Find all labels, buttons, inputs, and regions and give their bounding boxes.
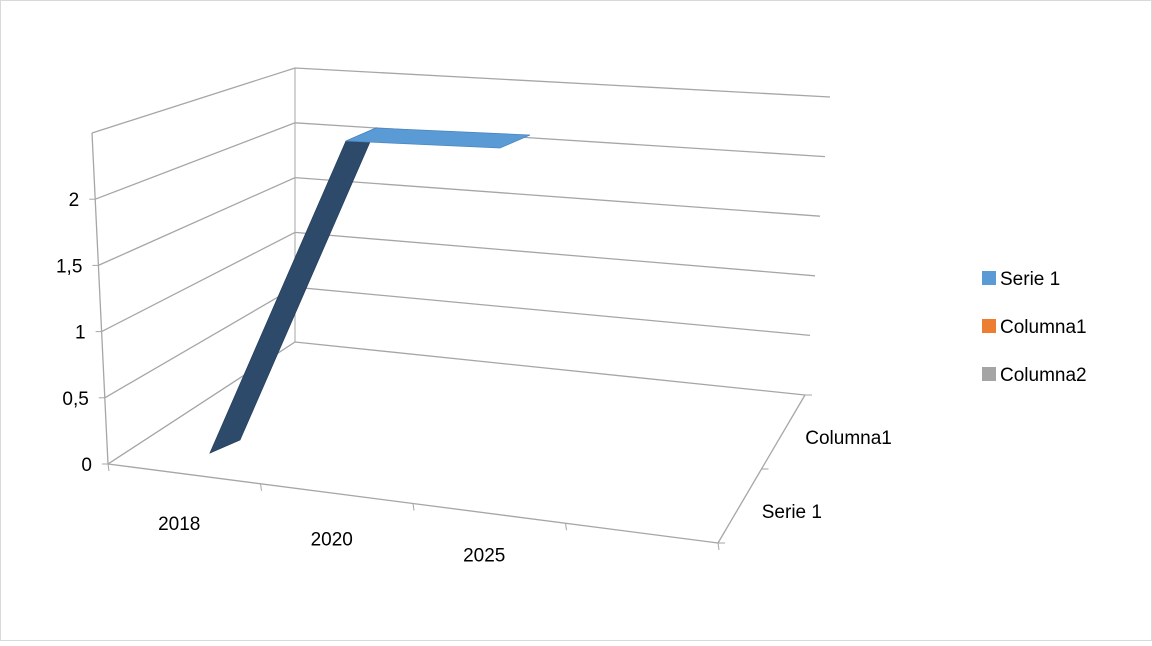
y-tick-label: 2 xyxy=(69,190,80,211)
legend-swatch xyxy=(982,271,996,285)
x-tick-mark xyxy=(107,463,110,472)
axes xyxy=(89,68,812,551)
y-axis-line xyxy=(91,132,109,465)
y-tick-label: 0,5 xyxy=(62,389,88,410)
x-tick-label: 2018 xyxy=(158,514,200,535)
series-segment-serie-1 xyxy=(345,127,531,149)
legend-swatch xyxy=(982,367,996,381)
y-tick-label: 0 xyxy=(81,455,92,476)
series-layer xyxy=(209,127,531,454)
y-tick-label: 1 xyxy=(75,323,86,344)
x-tick-mark xyxy=(260,483,262,491)
legend-swatch xyxy=(982,319,996,333)
y-tick-label: 1,5 xyxy=(56,256,82,277)
depth-axis-tick-labels: Serie 1 Columna1 xyxy=(762,428,892,523)
x-tick-label: 2025 xyxy=(463,545,505,566)
depth-tick-label: Serie 1 xyxy=(762,502,822,523)
x-tick-label: 2020 xyxy=(311,530,353,551)
legend-entry-label: Serie 1 xyxy=(1000,269,1060,290)
legend: Serie 1 Columna1 Columna2 xyxy=(982,269,1087,386)
x-axis-tick-labels: 2018 2020 2025 xyxy=(158,514,505,567)
depth-tick-label: Columna1 xyxy=(805,428,892,449)
x-tick-mark xyxy=(565,523,567,531)
legend-entry-label: Columna1 xyxy=(1000,317,1087,338)
x-tick-mark xyxy=(412,503,415,511)
x-tick-mark xyxy=(717,542,720,551)
y-axis-tick-labels: 0 0,5 1 1,5 2 xyxy=(56,190,92,476)
legend-entry-label: Columna2 xyxy=(1000,365,1087,386)
